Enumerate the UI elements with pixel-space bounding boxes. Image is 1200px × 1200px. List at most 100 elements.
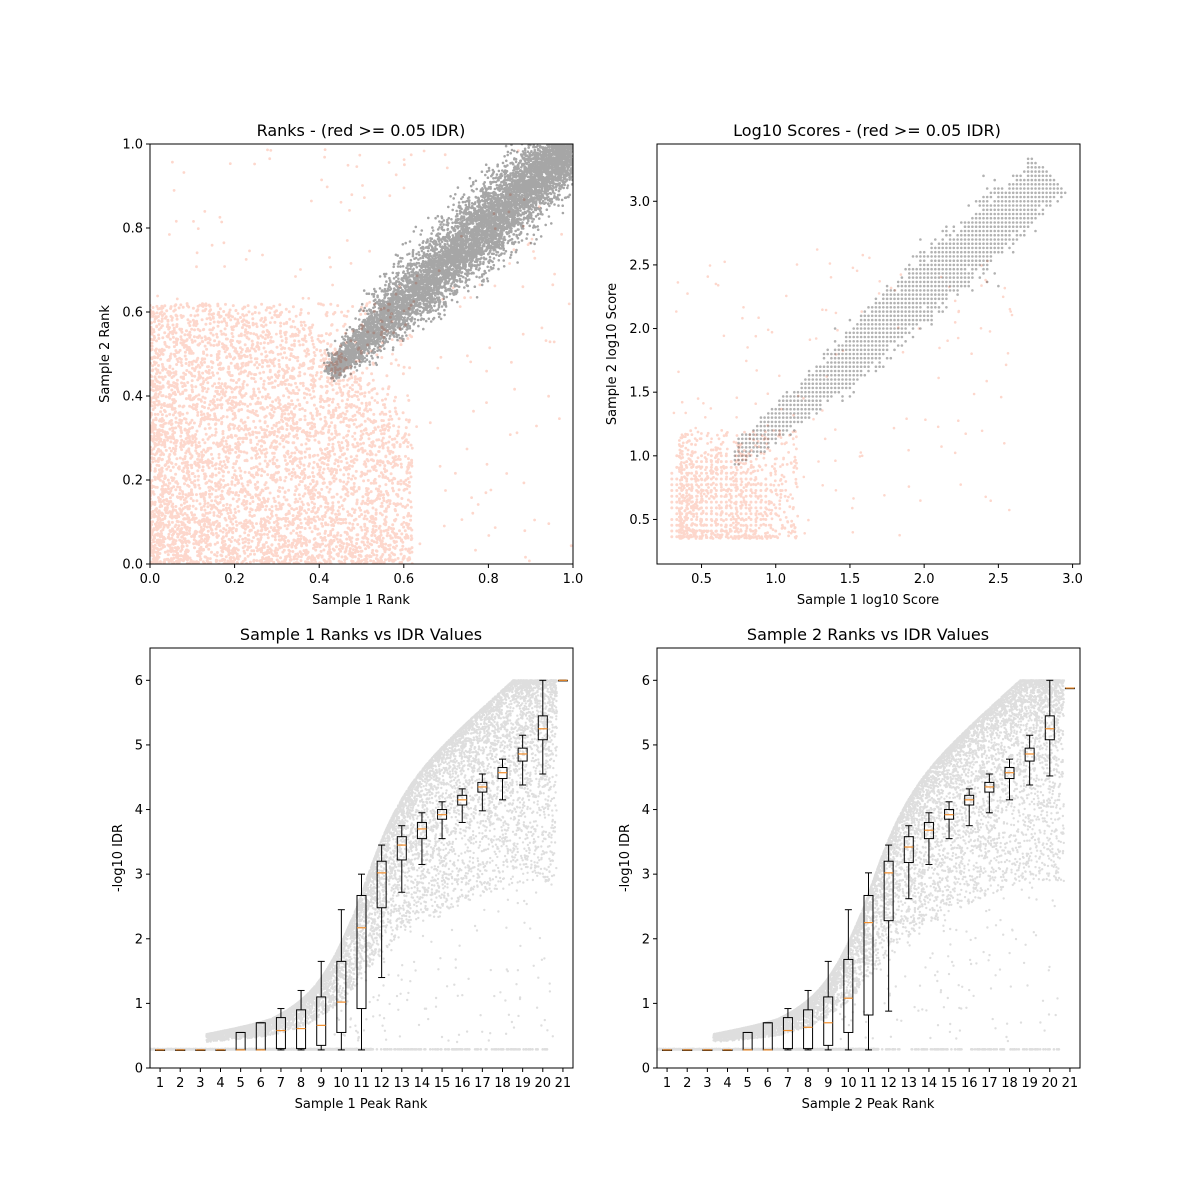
y-tick-label: 6 — [642, 674, 650, 689]
x-tick-label: 1.0 — [765, 572, 786, 587]
x-tick-label: 8 — [297, 1076, 305, 1091]
boxplot — [1065, 688, 1074, 689]
x-tick-label: 19 — [514, 1076, 531, 1091]
panel-sample1-idr-ylabel: -log10 IDR — [111, 824, 126, 892]
panel-sample2-idr-ylabel: -log10 IDR — [618, 824, 633, 892]
y-tick-label: 0 — [135, 1062, 143, 1077]
x-tick-label: 17 — [474, 1076, 491, 1091]
x-tick-label: 20 — [1042, 1076, 1059, 1091]
y-tick-label: 1.5 — [629, 386, 650, 401]
x-tick-label: 15 — [434, 1076, 451, 1091]
x-tick-label: 5 — [237, 1076, 245, 1091]
x-tick-label: 21 — [1062, 1076, 1079, 1091]
y-tick-label: 0 — [642, 1062, 650, 1077]
x-tick-label: 2 — [176, 1076, 184, 1091]
x-tick-label: 0.4 — [309, 572, 330, 587]
y-tick-label: 2.0 — [629, 322, 650, 337]
y-tick-label: 4 — [642, 803, 650, 818]
y-tick-label: 0.0 — [122, 558, 143, 573]
x-tick-label: 16 — [454, 1076, 471, 1091]
panel-ranks-title: Ranks - (red >= 0.05 IDR) — [257, 121, 466, 140]
y-tick-label: 1.0 — [122, 138, 143, 153]
boxplot — [703, 1050, 712, 1051]
boxplot — [723, 1050, 732, 1051]
x-tick-label: 0.5 — [691, 572, 712, 587]
boxplot — [156, 1050, 165, 1051]
panel-scores-xlabel: Sample 1 log10 Score — [797, 593, 939, 608]
x-tick-label: 12 — [880, 1076, 897, 1091]
x-tick-label: 18 — [494, 1076, 511, 1091]
x-tick-label: 15 — [941, 1076, 958, 1091]
x-tick-label: 0.6 — [393, 572, 414, 587]
boxplot — [663, 1050, 672, 1051]
x-tick-label: 0.8 — [478, 572, 499, 587]
x-tick-label: 20 — [535, 1076, 552, 1091]
panel-sample2-idr-xlabel: Sample 2 Peak Rank — [802, 1097, 935, 1112]
x-tick-label: 0.2 — [224, 572, 245, 587]
x-tick-label: 1.5 — [840, 572, 861, 587]
x-tick-label: 13 — [901, 1076, 918, 1091]
x-tick-label: 12 — [373, 1076, 390, 1091]
y-tick-label: 0.8 — [122, 222, 143, 237]
x-tick-label: 2.5 — [988, 572, 1009, 587]
x-tick-label: 9 — [317, 1076, 325, 1091]
y-tick-label: 1 — [135, 997, 143, 1012]
panel-ranks-ylabel: Sample 2 Rank — [98, 305, 113, 403]
boxplot — [216, 1050, 225, 1051]
x-tick-label: 3.0 — [1062, 572, 1083, 587]
x-tick-label: 11 — [353, 1076, 370, 1091]
x-tick-label: 4 — [216, 1076, 224, 1091]
y-tick-label: 0.6 — [122, 306, 143, 321]
x-tick-label: 0.0 — [140, 572, 161, 587]
panel-sample1-idr-title: Sample 1 Ranks vs IDR Values — [240, 625, 482, 644]
boxplot — [196, 1050, 205, 1051]
y-tick-label: 1 — [642, 997, 650, 1012]
y-tick-label: 4 — [135, 803, 143, 818]
x-tick-label: 1 — [663, 1076, 671, 1091]
x-tick-label: 7 — [784, 1076, 792, 1091]
x-tick-label: 16 — [961, 1076, 978, 1091]
x-tick-label: 9 — [824, 1076, 832, 1091]
y-tick-label: 5 — [135, 738, 143, 753]
y-tick-label: 6 — [135, 674, 143, 689]
x-tick-label: 2.0 — [914, 572, 935, 587]
x-tick-label: 3 — [703, 1076, 711, 1091]
x-tick-label: 8 — [804, 1076, 812, 1091]
y-tick-label: 1.0 — [629, 449, 650, 464]
x-tick-label: 2 — [683, 1076, 691, 1091]
x-tick-label: 17 — [981, 1076, 998, 1091]
x-tick-label: 14 — [921, 1076, 938, 1091]
y-tick-label: 0.5 — [629, 513, 650, 528]
y-tick-label: 0.2 — [122, 474, 143, 489]
y-tick-label: 2 — [642, 932, 650, 947]
y-tick-label: 5 — [642, 738, 650, 753]
x-tick-label: 1.0 — [563, 572, 584, 587]
boxplot — [683, 1050, 692, 1051]
y-tick-label: 2.5 — [629, 258, 650, 273]
x-tick-label: 1 — [156, 1076, 164, 1091]
panel-ranks-xlabel: Sample 1 Rank — [312, 593, 410, 608]
x-tick-label: 11 — [860, 1076, 877, 1091]
x-tick-label: 6 — [764, 1076, 772, 1091]
y-tick-label: 2 — [135, 932, 143, 947]
x-tick-label: 19 — [1021, 1076, 1038, 1091]
y-tick-label: 3 — [135, 868, 143, 883]
boxplot — [558, 680, 567, 681]
x-tick-label: 14 — [414, 1076, 431, 1091]
panel-scores-title: Log10 Scores - (red >= 0.05 IDR) — [733, 121, 1001, 140]
panel-scores-ylabel: Sample 2 log10 Score — [605, 283, 620, 425]
x-tick-label: 10 — [840, 1076, 857, 1091]
x-tick-label: 6 — [257, 1076, 265, 1091]
boxplot — [176, 1050, 185, 1051]
panel-sample1-idr-xlabel: Sample 1 Peak Rank — [295, 1097, 428, 1112]
x-tick-label: 13 — [394, 1076, 411, 1091]
x-tick-label: 5 — [744, 1076, 752, 1091]
x-tick-label: 7 — [277, 1076, 285, 1091]
x-tick-label: 21 — [555, 1076, 572, 1091]
y-tick-label: 0.4 — [122, 390, 143, 405]
x-tick-label: 4 — [723, 1076, 731, 1091]
y-tick-label: 3 — [642, 868, 650, 883]
panel-sample2-idr-title: Sample 2 Ranks vs IDR Values — [747, 625, 989, 644]
x-tick-label: 18 — [1001, 1076, 1018, 1091]
